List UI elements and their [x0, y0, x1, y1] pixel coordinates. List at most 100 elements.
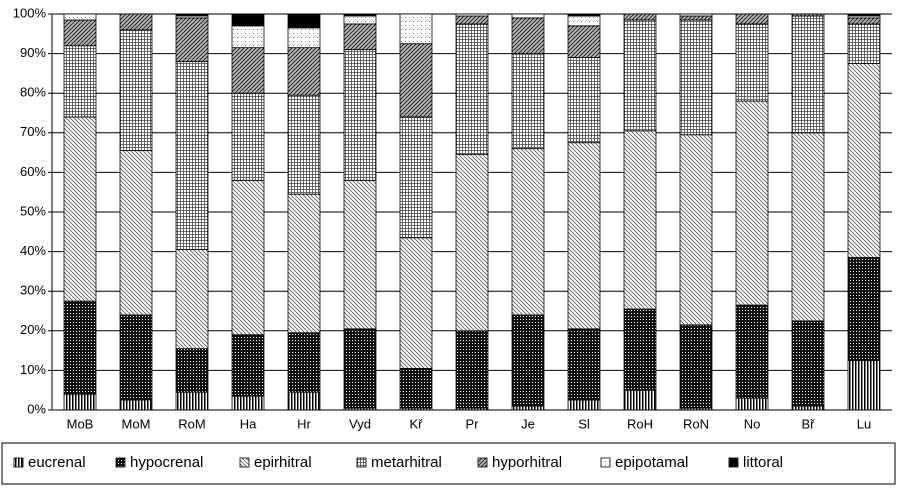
x-tick-label: Hr	[297, 416, 311, 431]
bar-segment	[623, 19, 657, 132]
y-tick-label: 20%	[20, 322, 46, 337]
legend-swatch	[728, 457, 739, 468]
bar-segment	[287, 13, 321, 29]
bar-segment	[231, 25, 265, 49]
bar-segment	[119, 13, 153, 31]
x-tick-label: RoM	[178, 416, 205, 431]
bar-segment	[623, 13, 657, 21]
bar-segment	[791, 320, 825, 407]
bar-segment	[847, 17, 881, 25]
bar-segment	[567, 15, 601, 27]
bar-segment	[791, 405, 825, 411]
bar-segment	[175, 249, 209, 350]
bar-segment	[399, 116, 433, 239]
bar-segment	[567, 142, 601, 330]
legend-label: littoral	[743, 454, 783, 471]
bar-segment	[679, 19, 713, 136]
bar-segment	[119, 29, 153, 152]
bar-segment	[735, 23, 769, 102]
x-tick-label: Sl	[578, 416, 590, 431]
bar-segment	[287, 391, 321, 411]
bar-segment	[175, 348, 209, 393]
bar-segment	[287, 47, 321, 96]
x-tick-label: Ha	[240, 416, 257, 431]
bar-segment	[175, 391, 209, 411]
bar-segment	[231, 334, 265, 397]
bar-segment	[175, 61, 209, 251]
y-tick-label: 60%	[20, 164, 46, 179]
y-tick-label: 30%	[20, 283, 46, 298]
x-tick-label: Vyd	[349, 416, 371, 431]
legend-swatch	[356, 457, 367, 468]
bar-segment	[567, 25, 601, 58]
bar-segment	[735, 100, 769, 306]
bar-segment	[63, 393, 97, 411]
bar-segment	[343, 179, 377, 330]
bar-segment	[623, 389, 657, 411]
bar-segment	[63, 45, 97, 118]
bar-segment	[735, 13, 769, 25]
bar-segment	[175, 17, 209, 62]
bar-segment	[847, 360, 881, 411]
bar-segment	[399, 368, 433, 409]
bar-segment	[399, 13, 433, 45]
bar-segment	[455, 330, 489, 409]
bar-segment	[511, 17, 545, 54]
bar-segment	[791, 132, 825, 322]
legend-box	[1, 442, 896, 485]
bar-segment	[847, 63, 881, 258]
bar-segment	[231, 395, 265, 411]
x-tick-label: RoN	[683, 416, 709, 431]
bar-segment	[343, 15, 377, 25]
bar-segment	[623, 130, 657, 310]
legend-label: epirhitral	[254, 454, 312, 471]
bar-segment	[287, 332, 321, 393]
y-tick-label: 80%	[20, 85, 46, 100]
bar-segment	[735, 397, 769, 411]
bar-segment	[399, 43, 433, 118]
bar-segment	[679, 15, 713, 21]
x-tick-label: Je	[521, 416, 535, 431]
bar-segment	[63, 13, 97, 21]
bar-segment	[567, 13, 601, 17]
bar-segment	[847, 257, 881, 361]
bar-segment	[343, 49, 377, 181]
bar-segment	[511, 53, 545, 150]
bar-segment	[231, 92, 265, 181]
bar-segment	[679, 134, 713, 326]
y-tick-label: 10%	[20, 362, 46, 377]
bar-segment	[119, 314, 153, 401]
bar-segment	[175, 13, 209, 17]
bar-segment	[287, 27, 321, 49]
bar-segment	[623, 308, 657, 391]
legend-swatch	[13, 457, 24, 468]
x-tick-label: MoM	[122, 416, 151, 431]
legend-swatch	[477, 457, 488, 468]
bar-segment	[119, 399, 153, 411]
legend-label: hypocrenal	[130, 454, 203, 471]
legend-label: epipotamal	[615, 454, 688, 471]
bar-segment	[511, 314, 545, 407]
bar-segment	[511, 405, 545, 411]
bar-segment	[287, 193, 321, 334]
x-tick-label: RoH	[627, 416, 653, 431]
bar-segment	[791, 15, 825, 134]
bar-segment	[847, 23, 881, 64]
bar-segment	[511, 13, 545, 19]
bar-segment	[511, 148, 545, 316]
legend-swatch	[115, 457, 126, 468]
y-tick-label: 100%	[13, 5, 47, 20]
bar-segment	[791, 13, 825, 17]
bar-segment	[679, 13, 713, 17]
bar-segment	[455, 154, 489, 332]
bar-segment	[119, 150, 153, 316]
x-tick-label: Pr	[466, 416, 480, 431]
bar-segment	[343, 328, 377, 409]
bar-segment	[231, 179, 265, 336]
bar-segment	[679, 324, 713, 409]
y-tick-label: 70%	[20, 124, 46, 139]
bar-segment	[399, 237, 433, 369]
y-tick-label: 90%	[20, 45, 46, 60]
bar-segment	[567, 328, 601, 401]
